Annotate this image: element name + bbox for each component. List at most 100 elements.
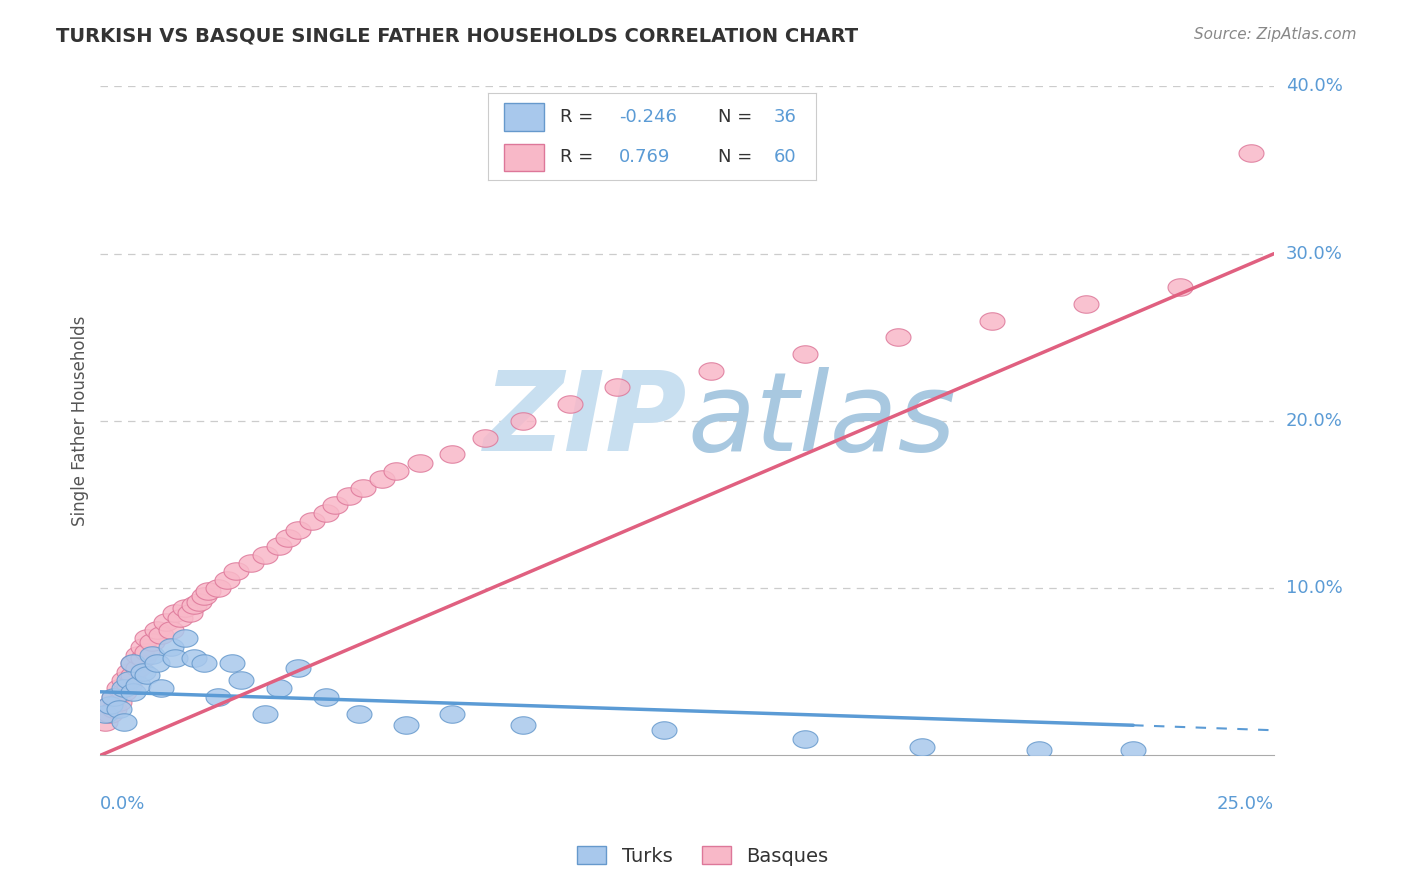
Text: 25.0%: 25.0% <box>1218 796 1274 814</box>
Point <box>207 581 229 595</box>
Point <box>136 632 159 646</box>
Point <box>112 685 135 699</box>
Point <box>131 651 153 665</box>
Point <box>94 714 117 729</box>
Text: 0.0%: 0.0% <box>100 796 146 814</box>
Point <box>179 606 201 620</box>
Point <box>371 472 394 486</box>
Text: 10.0%: 10.0% <box>1285 579 1343 597</box>
Text: 20.0%: 20.0% <box>1285 412 1343 430</box>
Point <box>122 657 145 671</box>
Point <box>1239 146 1261 161</box>
Point <box>155 615 177 629</box>
Point <box>112 681 135 696</box>
Point <box>606 380 628 394</box>
Point <box>385 464 408 478</box>
Point <box>173 632 195 646</box>
Point <box>187 594 209 608</box>
Point <box>112 673 135 687</box>
Text: 30.0%: 30.0% <box>1285 244 1343 262</box>
Point <box>108 695 131 709</box>
Point <box>1076 297 1098 311</box>
Point <box>98 706 121 721</box>
Point <box>221 657 243 671</box>
Point <box>347 706 370 721</box>
Point <box>136 645 159 659</box>
Point <box>131 665 153 679</box>
Y-axis label: Single Father Households: Single Father Households <box>72 316 89 526</box>
Point <box>150 681 173 696</box>
Point <box>193 590 215 604</box>
Text: 40.0%: 40.0% <box>1285 78 1343 95</box>
Point <box>127 661 149 675</box>
Point <box>183 598 205 612</box>
Point <box>108 681 131 696</box>
Point <box>512 718 534 732</box>
Text: TURKISH VS BASQUE SINGLE FATHER HOUSEHOLDS CORRELATION CHART: TURKISH VS BASQUE SINGLE FATHER HOUSEHOL… <box>56 27 859 45</box>
Point <box>558 397 581 411</box>
Point <box>441 447 464 461</box>
Point <box>136 668 159 682</box>
Point <box>512 414 534 428</box>
Point <box>231 673 253 687</box>
Point <box>1122 743 1144 757</box>
Point <box>253 706 276 721</box>
Point <box>981 313 1004 327</box>
Point <box>145 623 167 637</box>
Point <box>169 611 191 625</box>
Point <box>301 514 323 528</box>
Point <box>159 623 181 637</box>
Legend: Turks, Basques: Turks, Basques <box>569 838 837 873</box>
Point <box>1028 743 1050 757</box>
Point <box>122 657 145 671</box>
Point <box>127 648 149 662</box>
Point <box>193 657 215 671</box>
Point <box>408 456 430 470</box>
Point <box>131 640 153 654</box>
Point <box>394 718 416 732</box>
Point <box>173 601 195 615</box>
Text: atlas: atlas <box>688 368 956 475</box>
Text: ZIP: ZIP <box>484 368 688 475</box>
Point <box>225 565 247 579</box>
Point <box>793 347 815 361</box>
Point <box>323 498 346 512</box>
Point <box>217 573 239 587</box>
Point <box>699 364 721 378</box>
Point <box>207 690 229 704</box>
Point <box>103 690 125 704</box>
Point <box>117 678 139 692</box>
Point <box>352 481 374 495</box>
Point <box>98 698 121 713</box>
Point <box>315 690 337 704</box>
Point <box>887 330 910 344</box>
Point <box>315 506 337 520</box>
Point <box>150 628 173 642</box>
Point <box>253 548 276 562</box>
Point <box>337 489 360 503</box>
Point <box>911 739 934 754</box>
Point <box>287 523 309 537</box>
Point <box>652 723 675 738</box>
Point <box>183 651 205 665</box>
Point <box>141 648 163 662</box>
Point <box>287 661 309 675</box>
Point <box>98 698 121 713</box>
Point <box>112 714 135 729</box>
Point <box>267 681 290 696</box>
Point <box>145 657 167 671</box>
Point <box>441 706 464 721</box>
Point <box>117 673 139 687</box>
Point <box>103 690 125 704</box>
Point <box>277 531 299 545</box>
Point <box>122 685 145 699</box>
Point <box>267 539 290 553</box>
Point <box>793 731 815 746</box>
Point <box>1168 280 1191 294</box>
Text: Source: ZipAtlas.com: Source: ZipAtlas.com <box>1194 27 1357 42</box>
Point <box>127 678 149 692</box>
Point <box>103 701 125 715</box>
Point <box>474 431 496 445</box>
Point <box>165 606 187 620</box>
Point <box>165 651 187 665</box>
